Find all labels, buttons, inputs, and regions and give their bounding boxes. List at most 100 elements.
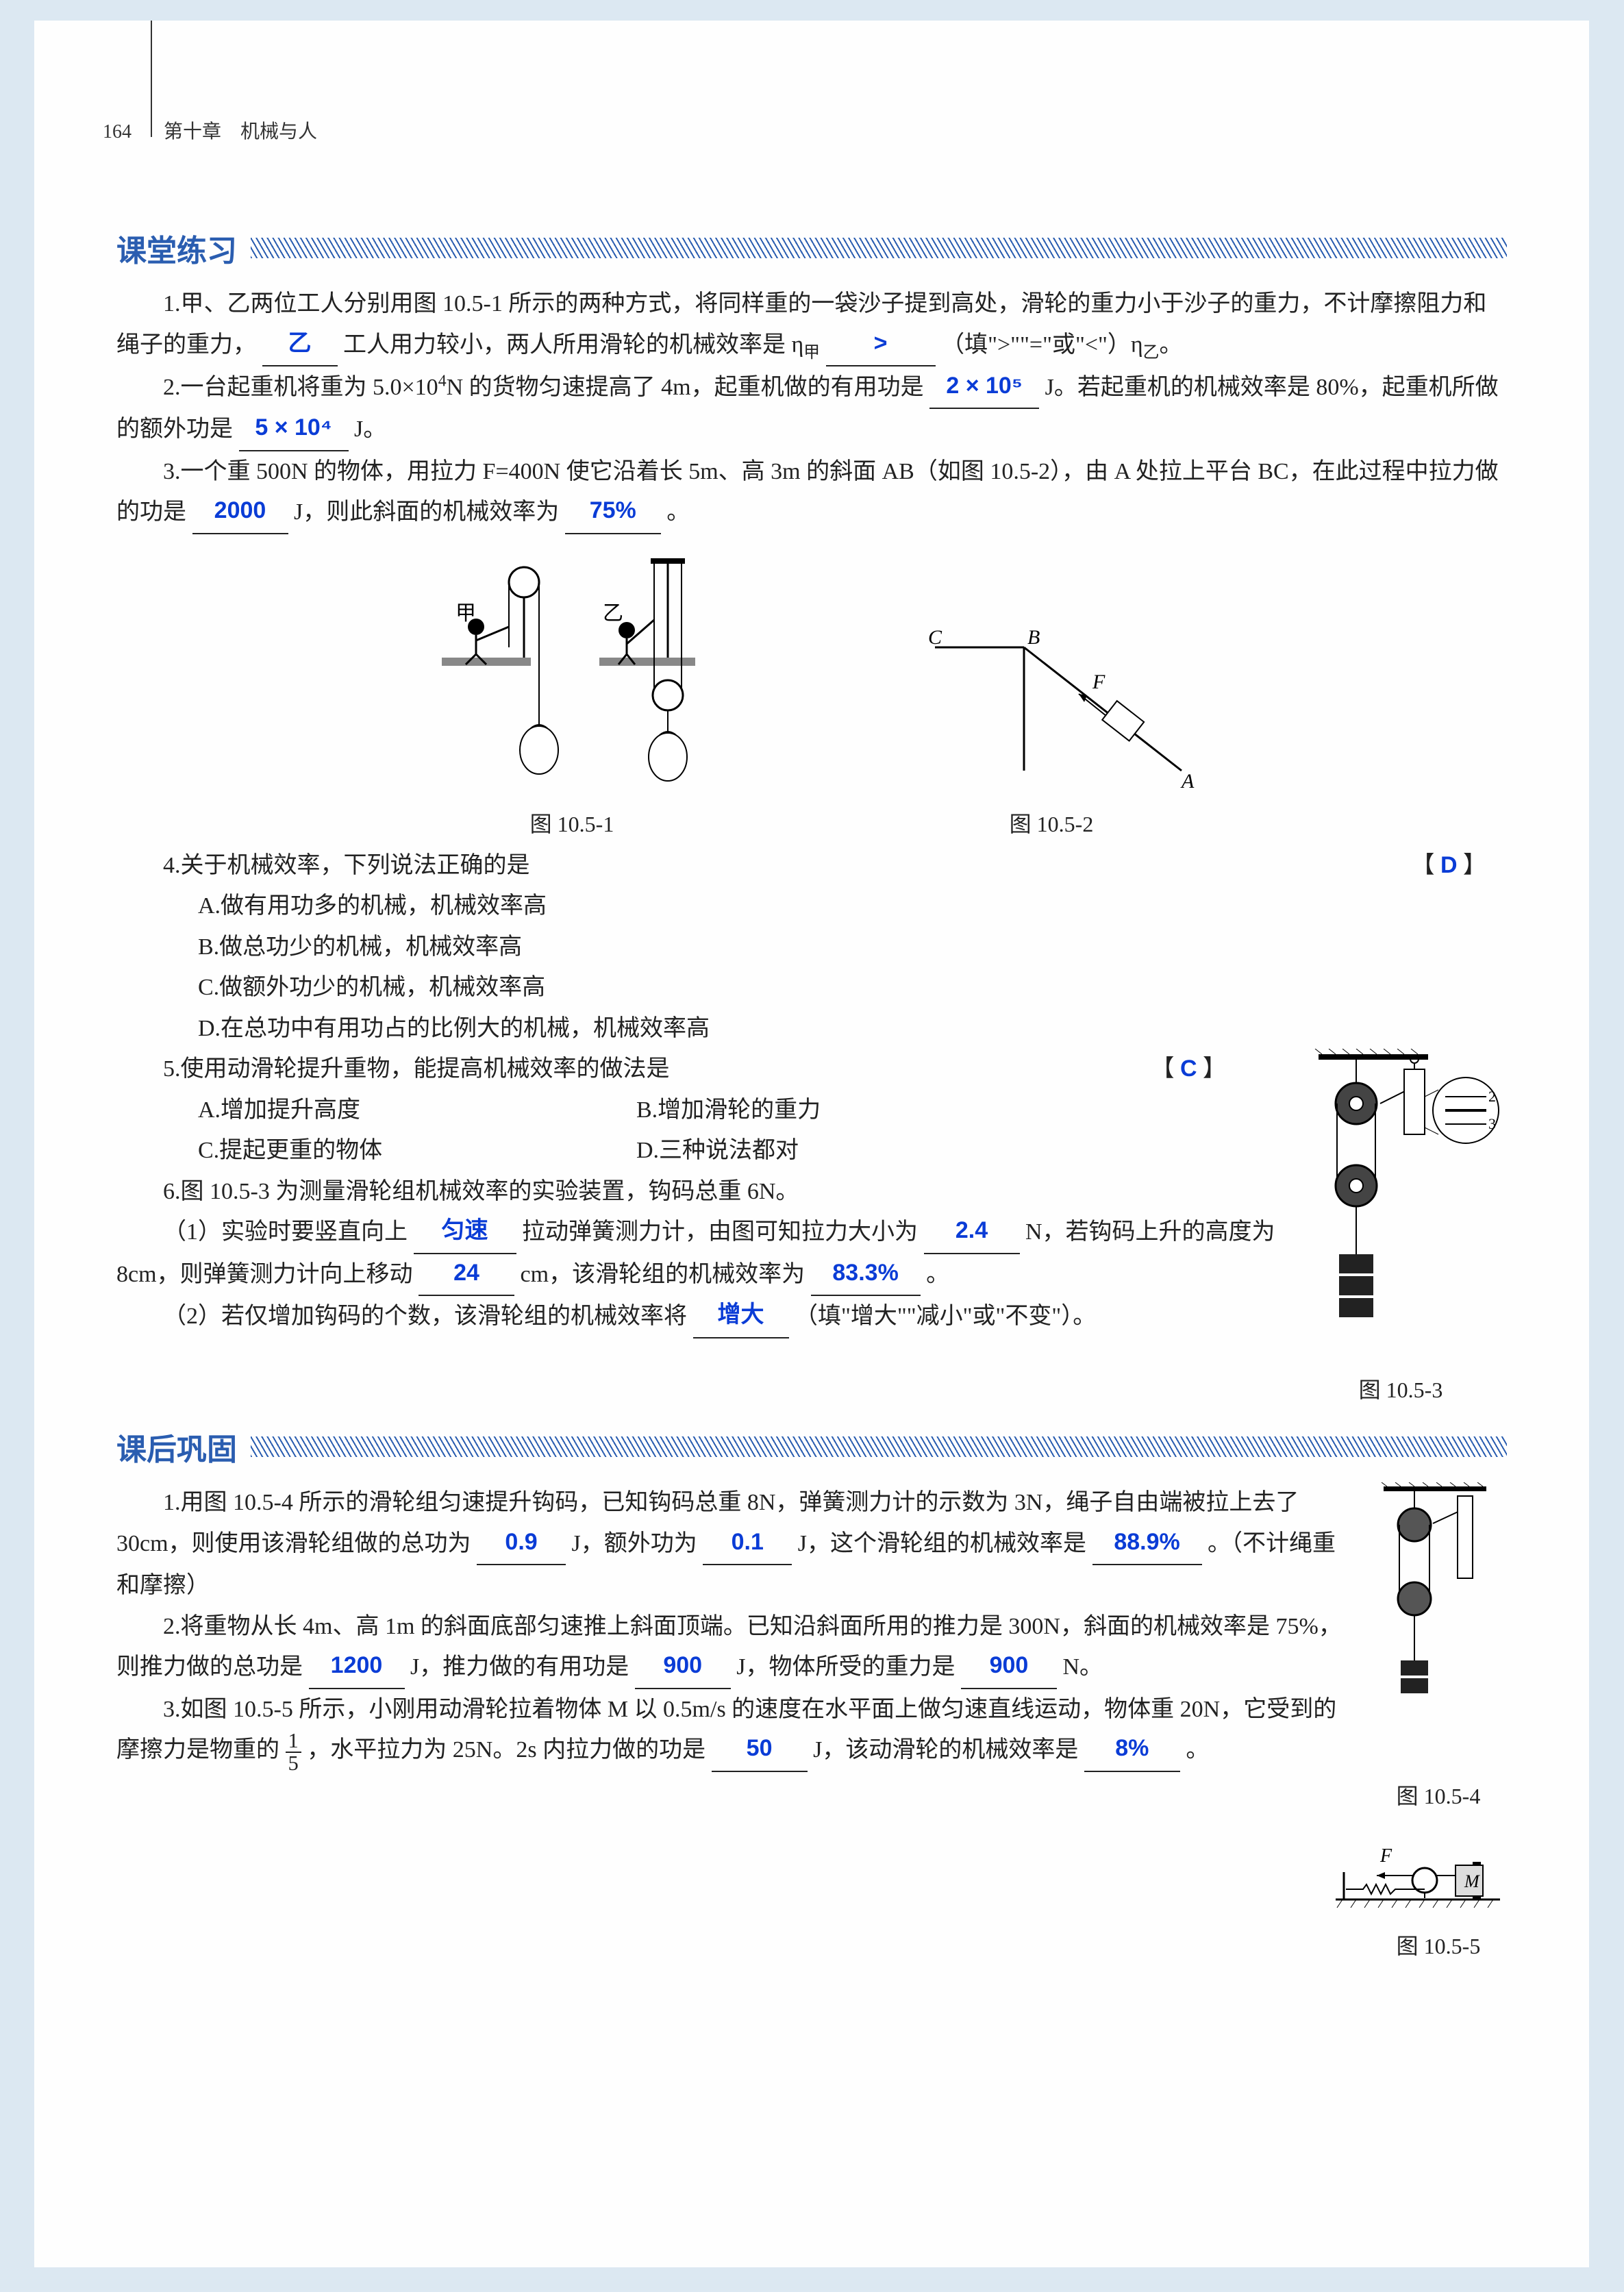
- chapter-title: 第十章 机械与人: [164, 121, 317, 142]
- section-homework-title: 课后巩固: [116, 1425, 1507, 1469]
- ground-hatch: [1337, 1899, 1493, 1908]
- ceiling-hatch: [1315, 1049, 1418, 1054]
- g2-ans1: 1200: [331, 1652, 383, 1678]
- section2-hatch-icon: [251, 1436, 1507, 1457]
- q4-choice-c: C.做额外功少的机械，机械效率高: [116, 967, 1507, 1008]
- page: 164 第十章 机械与人 课堂练习 1.甲、乙两位工人分别用图 10.5-1 所…: [34, 21, 1589, 2267]
- q2-d: J。: [354, 416, 386, 442]
- g3-d: 。: [1186, 1737, 1209, 1762]
- fig2-a: A: [1180, 770, 1195, 793]
- homework-text: 1.用图 10.5-4 所示的滑轮组匀速提升钩码，已知钩码总重 8N，弹簧测力计…: [116, 1482, 1356, 1773]
- q2-ans1: 2 × 10⁵: [946, 373, 1022, 399]
- q6-ans2: 2.4: [955, 1217, 988, 1243]
- section-classroom-title: 课堂练习: [116, 226, 1507, 270]
- figure-10-5-2: C B A F 图 10.5-2: [908, 620, 1195, 838]
- g2-ans2: 900: [663, 1652, 702, 1678]
- q4-choice-b: B.做总功少的机械，机械效率高: [116, 927, 1507, 968]
- svg-text:2: 2: [1488, 1088, 1496, 1105]
- question-6-p1: （1）实验时要竖直向上 匀速 拉动弹簧测力计，由图可知拉力大小为 2.4 N，若…: [116, 1212, 1281, 1296]
- q5-stem: 5.使用动滑轮提升重物，能提高机械效率的做法是: [163, 1056, 670, 1082]
- q1-text-b: 工人用力较小，两人所用滑轮的机械效率是 η: [343, 332, 803, 358]
- page-number: 164: [103, 121, 132, 142]
- homework-1: 1.用图 10.5-4 所示的滑轮组匀速提升钩码，已知钩码总重 8N，弹簧测力计…: [116, 1482, 1356, 1606]
- figure-10-5-5-svg: M F: [1336, 1824, 1500, 1920]
- fig5-caption: 图 10.5-5: [1370, 1929, 1507, 1960]
- q6-p1d: cm，该滑轮组的机械效率为: [521, 1262, 805, 1287]
- inclined-plane-diagram: C B A F: [908, 620, 1195, 798]
- homework-layout: 1.用图 10.5-4 所示的滑轮组匀速提升钩码，已知钩码总重 8N，弹簧测力计…: [116, 1482, 1507, 1960]
- g3-frac-num: 1: [286, 1730, 301, 1753]
- g3-label-f: F: [1379, 1845, 1392, 1867]
- g3-c: J，该动滑轮的机械效率是: [813, 1737, 1078, 1762]
- fig4-caption: 图 10.5-4: [1370, 1779, 1507, 1810]
- question-6-p2: （2）若仅增加钩码的个数，该滑轮组的机械效率将 增大 （填"增大""减小"或"不…: [116, 1296, 1281, 1338]
- g3-fraction: 1 5: [286, 1730, 301, 1773]
- svg-text:3: 3: [1488, 1115, 1496, 1132]
- question-3: 3.一个重 500N 的物体，用拉力 F=400N 使它沿着长 5m、高 3m …: [116, 451, 1507, 534]
- q4-stem: 4.关于机械效率，下列说法正确的是: [163, 853, 530, 878]
- q1-ans2: >: [874, 330, 888, 356]
- fig1-label-right: 乙: [603, 602, 623, 625]
- q3-ans2: 75%: [590, 497, 636, 523]
- g3-b: ，水平拉力为 25N。2s 内拉力做的功是: [307, 1737, 705, 1762]
- content: 课堂练习 1.甲、乙两位工人分别用图 10.5-1 所示的两种方式，将同样重的一…: [116, 226, 1507, 1960]
- q2-b: N 的货物匀速提高了 4m，起重机做的有用功是: [447, 375, 924, 400]
- q6-stem: 6.图 10.5-3 为测量滑轮组机械效率的实验装置，钩码总重 6N。: [163, 1179, 799, 1204]
- q3-ans1: 2000: [214, 497, 266, 523]
- section2-title-text: 课后巩固: [116, 1425, 237, 1469]
- fig1-label-left: 甲: [455, 602, 476, 625]
- question-2: 2.一台起重机将重为 5.0×104N 的货物匀速提高了 4m，起重机做的有用功…: [116, 367, 1507, 451]
- q5-bracket: 【 C 】: [1104, 1049, 1226, 1090]
- page-header: 164 第十章 机械与人: [103, 116, 317, 144]
- q5-row1: A.增加提升高度 B.增加滑轮的重力: [116, 1090, 1281, 1131]
- g1-ans2: 0.1: [732, 1529, 764, 1555]
- q5-q6-text: 5.使用动滑轮提升重物，能提高机械效率的做法是 【 C 】 A.增加提升高度 B…: [116, 1049, 1281, 1338]
- homework-2: 2.将重物从长 4m、高 1m 的斜面底部匀速推上斜面顶端。已知沿斜面所用的推力…: [116, 1606, 1356, 1689]
- fig3-caption: 图 10.5-3: [1295, 1373, 1507, 1404]
- q6-ans5: 增大: [718, 1301, 764, 1328]
- figure-10-5-4-svg: [1377, 1482, 1500, 1770]
- q1-text-d: 。: [1159, 332, 1182, 358]
- g1-ans1: 0.9: [505, 1529, 537, 1555]
- homework-figures: 图 10.5-4 M: [1370, 1482, 1507, 1960]
- q4-choice-a: A.做有用功多的机械，机械效率高: [116, 886, 1507, 927]
- g1-b: J，额外功为: [572, 1531, 697, 1556]
- q2-sup1: 4: [438, 373, 447, 390]
- g2-ans3: 900: [990, 1652, 1029, 1678]
- q6-p2b: （填"增大""减小"或"不变"）。: [795, 1304, 1096, 1329]
- q5-q6-layout: 5.使用动滑轮提升重物，能提高机械效率的做法是 【 C 】 A.增加提升高度 B…: [116, 1049, 1507, 1404]
- fig2-f: F: [1092, 671, 1105, 693]
- fig2-caption: 图 10.5-2: [908, 807, 1195, 838]
- q6-ans3: 24: [453, 1260, 479, 1286]
- q5-row2: C.提起更重的物体 D.三种说法都对: [116, 1130, 1281, 1171]
- q1-text-c: （填">""="或"<"）η: [941, 332, 1143, 358]
- figure-row-1: 甲 乙: [116, 551, 1507, 838]
- question-1: 1.甲、乙两位工人分别用图 10.5-1 所示的两种方式，将同样重的一袋沙子提到…: [116, 284, 1507, 367]
- g2-c: J，物体所受的重力是: [736, 1654, 955, 1680]
- pulley-system-diagram: 2 3: [1298, 1049, 1503, 1364]
- q6-p1b: 拉动弹簧测力计，由图可知拉力大小为: [522, 1219, 918, 1245]
- q6-p1a: （1）实验时要竖直向上: [163, 1219, 408, 1245]
- q2-a: 2.一台起重机将重为 5.0×10: [163, 375, 438, 400]
- q3-c: 。: [666, 499, 690, 525]
- g3-frac-den: 5: [286, 1753, 301, 1774]
- q6-ans1: 匀速: [442, 1217, 488, 1243]
- q6-ans4: 83.3%: [832, 1260, 898, 1286]
- g2-b: J，推力做的有用功是: [410, 1654, 629, 1680]
- figure-10-5-3: 2 3 图 10.5-3: [1295, 1049, 1507, 1404]
- q6-p1e: 。: [926, 1262, 949, 1287]
- question-4-stem: 4.关于机械效率，下列说法正确的是 【 D 】: [116, 845, 1507, 886]
- q5-ans: C: [1180, 1056, 1197, 1082]
- q4-choice-d: D.在总功中有用功占的比例大的机械，机械效率高: [116, 1008, 1507, 1049]
- g1-ans3: 88.9%: [1114, 1529, 1179, 1555]
- q1-ans1: 乙: [288, 330, 312, 356]
- q4-ans: D: [1440, 852, 1458, 878]
- g3-ans2: 8%: [1115, 1735, 1149, 1761]
- g3-label-m: M: [1464, 1871, 1480, 1891]
- g3-ans1: 50: [747, 1735, 773, 1761]
- figure-10-5-1: 甲 乙: [428, 551, 716, 838]
- fig2-c: C: [928, 626, 942, 649]
- question-5-stem: 5.使用动滑轮提升重物，能提高机械效率的做法是 【 C 】: [116, 1049, 1281, 1090]
- g1-c: J，这个滑轮组的机械效率是: [798, 1531, 1086, 1556]
- question-6-stem: 6.图 10.5-3 为测量滑轮组机械效率的实验装置，钩码总重 6N。: [116, 1171, 1281, 1212]
